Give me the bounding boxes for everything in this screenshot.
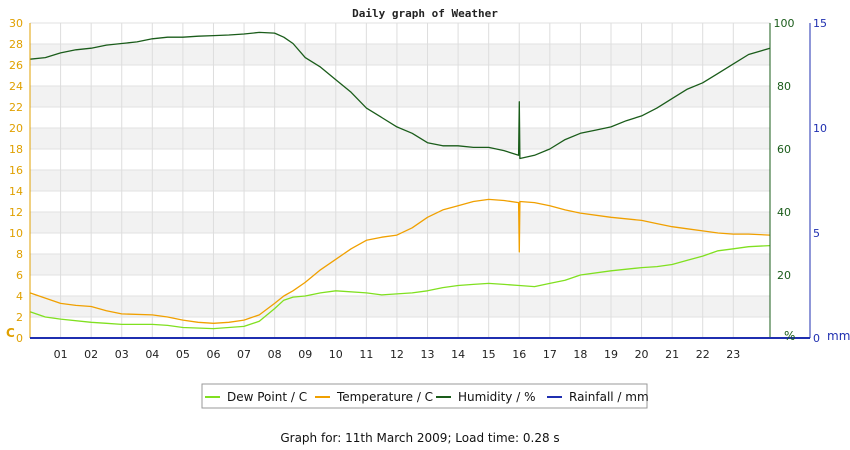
left-tick-label: 2 bbox=[16, 311, 23, 324]
humidity-tick-label: 60 bbox=[777, 143, 791, 156]
x-tick-label: 02 bbox=[84, 348, 98, 361]
legend-label-1: Temperature / C bbox=[336, 390, 433, 404]
x-tick-label: 05 bbox=[176, 348, 190, 361]
plot-band bbox=[30, 170, 770, 191]
humidity-axis-unit: % bbox=[784, 329, 795, 343]
legend-label-2: Humidity / % bbox=[458, 390, 535, 404]
humidity-axis-ticks: 20 40 60 80 100 bbox=[774, 17, 795, 282]
left-tick-label: 20 bbox=[9, 122, 23, 135]
x-tick-label: 01 bbox=[54, 348, 68, 361]
x-axis-ticks: 01 02 03 04 05 06 07 08 09 10 11 12 13 14 15 16 17 18 19 20… bbox=[54, 348, 741, 361]
humidity-tick-label: 40 bbox=[777, 206, 791, 219]
plot-band bbox=[30, 86, 770, 107]
x-tick-label: 13 bbox=[421, 348, 435, 361]
x-tick-label: 19 bbox=[604, 348, 618, 361]
legend-label-0: Dew Point / C bbox=[227, 390, 307, 404]
plot-band bbox=[30, 128, 770, 149]
grid-lines bbox=[30, 22, 770, 339]
left-tick-label: 30 bbox=[9, 17, 23, 30]
x-tick-label: 11 bbox=[359, 348, 373, 361]
x-tick-label: 15 bbox=[482, 348, 496, 361]
rainfall-axis-unit: mm bbox=[827, 329, 850, 343]
chart-title: Daily graph of Weather bbox=[352, 7, 498, 20]
rainfall-tick-label: 10 bbox=[813, 122, 827, 135]
left-tick-label: 26 bbox=[9, 59, 23, 72]
plot-band bbox=[30, 296, 770, 317]
x-tick-label: 08 bbox=[268, 348, 282, 361]
left-tick-label: 22 bbox=[9, 101, 23, 114]
series-line-0 bbox=[29, 244, 771, 330]
legend-label-3: Rainfall / mm bbox=[569, 390, 649, 404]
x-tick-label: 07 bbox=[237, 348, 251, 361]
left-tick-label: 12 bbox=[9, 206, 23, 219]
x-tick-label: 23 bbox=[726, 348, 740, 361]
axes bbox=[29, 23, 811, 339]
x-tick-label: 22 bbox=[696, 348, 710, 361]
legend-box bbox=[201, 383, 648, 409]
left-tick-label: 8 bbox=[16, 248, 23, 261]
footer-text: Graph for: 11th March 2009; Load time: 0… bbox=[280, 431, 559, 445]
x-tick-label: 20 bbox=[635, 348, 649, 361]
left-tick-label: 0 bbox=[16, 332, 23, 345]
left-tick-label: 24 bbox=[9, 80, 23, 93]
left-tick-label: 16 bbox=[9, 164, 23, 177]
x-tick-label: 06 bbox=[206, 348, 220, 361]
plot-background-bands bbox=[30, 44, 770, 317]
legend: Dew Point / C Temperature / C Humidity / %… bbox=[201, 383, 649, 409]
x-tick-label: 12 bbox=[390, 348, 404, 361]
rainfall-axis-ticks: 0 5 10 15 bbox=[813, 17, 827, 345]
x-tick-label: 03 bbox=[115, 348, 129, 361]
x-tick-label: 16 bbox=[512, 348, 526, 361]
humidity-tick-label: 80 bbox=[777, 80, 791, 93]
left-tick-label: 18 bbox=[9, 143, 23, 156]
humidity-tick-label: 20 bbox=[777, 269, 791, 282]
rainfall-tick-label: 0 bbox=[813, 332, 820, 345]
x-tick-label: 21 bbox=[665, 348, 679, 361]
left-axis-unit: C bbox=[6, 326, 15, 340]
series-line-1 bbox=[29, 198, 771, 324]
x-tick-label: 14 bbox=[451, 348, 465, 361]
left-tick-label: 14 bbox=[9, 185, 23, 198]
rainfall-tick-label: 15 bbox=[813, 17, 827, 30]
plot-band bbox=[30, 44, 770, 65]
x-tick-label: 09 bbox=[298, 348, 312, 361]
plot-band bbox=[30, 254, 770, 275]
x-tick-label: 17 bbox=[543, 348, 557, 361]
series-line-2 bbox=[29, 31, 771, 160]
humidity-tick-label: 100 bbox=[774, 17, 795, 30]
left-tick-label: 10 bbox=[9, 227, 23, 240]
plot-band bbox=[30, 212, 770, 233]
rainfall-tick-label: 5 bbox=[813, 227, 820, 240]
left-tick-label: 4 bbox=[16, 290, 23, 303]
x-tick-label: 04 bbox=[145, 348, 159, 361]
left-tick-label: 6 bbox=[16, 269, 23, 282]
x-tick-label: 10 bbox=[329, 348, 343, 361]
x-tick-label: 18 bbox=[573, 348, 587, 361]
left-tick-label: 28 bbox=[9, 38, 23, 51]
